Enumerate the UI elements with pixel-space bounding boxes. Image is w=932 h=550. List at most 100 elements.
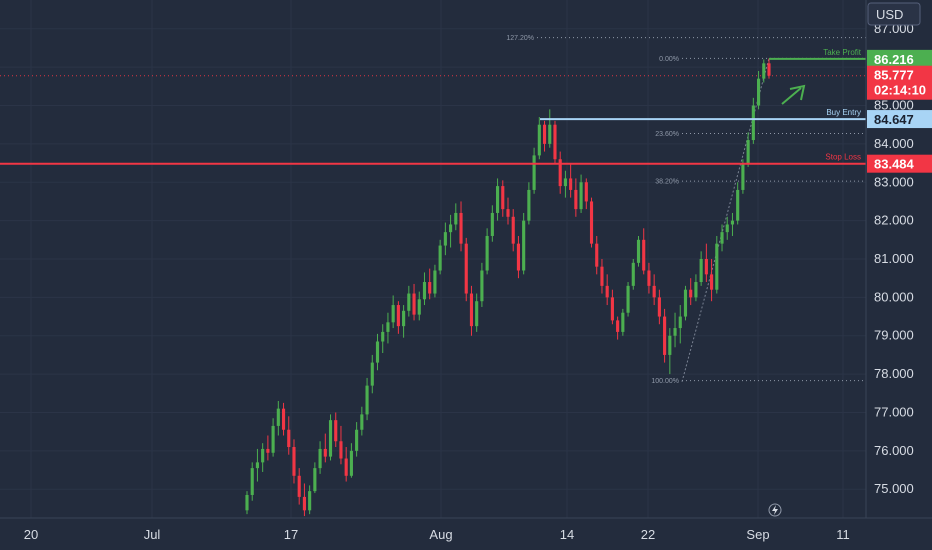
candle-body (542, 124, 547, 144)
time-axis[interactable] (0, 518, 866, 550)
candle (506, 197, 510, 225)
candle-body (751, 105, 755, 141)
candle-body (506, 209, 510, 217)
candle-body (370, 362, 374, 386)
candle (475, 293, 479, 332)
x-tick-label: 11 (836, 527, 850, 542)
candle-body (532, 155, 536, 190)
candle-body (266, 448, 270, 453)
candle-body (365, 385, 369, 415)
currency-label: USD (876, 7, 903, 22)
candle (276, 400, 280, 436)
candle (490, 205, 494, 242)
candle-body (704, 259, 708, 275)
candle-body (720, 232, 724, 244)
y-tick-label: 80.000 (874, 289, 914, 304)
candle-body (412, 293, 416, 315)
take-profit-label: Take Profit (823, 48, 862, 57)
fib-level-label: 0.00% (659, 56, 679, 63)
currency-box (867, 2, 921, 26)
candle (522, 212, 526, 275)
candle-body (553, 124, 557, 160)
candle-body (339, 441, 343, 459)
candle-body (652, 285, 656, 298)
candle (537, 117, 541, 160)
candle (464, 237, 468, 302)
y-tick-label: 85.000 (874, 98, 914, 113)
candle (631, 259, 635, 290)
lightning-icon (772, 505, 778, 515)
arrow-head (789, 84, 806, 101)
candle-body (511, 216, 515, 244)
projection-arrow (781, 84, 806, 105)
candle (281, 402, 286, 436)
y-tick-label: 82.000 (874, 213, 914, 228)
candle (469, 285, 474, 336)
candle-body (579, 182, 583, 210)
candle-body (417, 299, 421, 315)
candle (412, 283, 416, 321)
candle-body (495, 186, 500, 213)
currency-selector[interactable]: USD (867, 2, 921, 26)
candle-body (490, 212, 494, 236)
candle (610, 289, 614, 325)
candle (636, 235, 641, 267)
candle (386, 312, 390, 344)
candle (595, 235, 599, 275)
candle (642, 228, 646, 275)
candle (433, 264, 437, 298)
candle-body (297, 475, 301, 497)
candle (736, 182, 740, 225)
candle-body (516, 243, 521, 271)
candle-body (636, 239, 641, 263)
y-tick-label: 84.000 (874, 136, 914, 151)
candle (542, 120, 547, 152)
candle (501, 180, 505, 217)
candle-body (396, 305, 400, 327)
candle (689, 278, 693, 306)
candle (511, 209, 515, 252)
candle (647, 262, 651, 294)
candle (730, 212, 735, 236)
candle (344, 447, 348, 482)
candle-body (281, 408, 286, 430)
candle (548, 109, 552, 148)
candle (616, 316, 620, 340)
candle (349, 443, 353, 478)
candle (626, 282, 630, 317)
x-tick-label: Jul (144, 527, 161, 542)
candle (600, 259, 604, 294)
candle-body (741, 163, 745, 190)
candlestick-series (245, 58, 771, 517)
lightning-button[interactable] (768, 503, 782, 517)
candle-body (762, 63, 766, 79)
candle (657, 289, 661, 325)
candle-body (558, 159, 562, 187)
candle (381, 324, 385, 354)
candle-body (522, 220, 526, 271)
y-tick-label: 76.000 (874, 443, 914, 458)
candle-body (292, 447, 296, 476)
candle (741, 159, 745, 194)
candle (250, 462, 254, 501)
candle (673, 312, 677, 348)
candle-body (626, 285, 630, 313)
candle (704, 243, 708, 283)
candle-body (375, 341, 380, 363)
candle-body (287, 429, 291, 448)
buy-entry-badge-value: 84.647 (874, 112, 914, 127)
candle (313, 462, 317, 494)
candle-body (271, 425, 275, 453)
candle (584, 178, 588, 210)
candle-body (694, 282, 698, 298)
candle-body (360, 414, 364, 430)
candle (720, 224, 724, 252)
candle-body (344, 458, 348, 476)
candle (751, 97, 755, 144)
stop-loss-badge-bg (867, 154, 932, 173)
candle (574, 178, 578, 217)
candle-body (710, 274, 714, 290)
candle-body (715, 243, 719, 290)
